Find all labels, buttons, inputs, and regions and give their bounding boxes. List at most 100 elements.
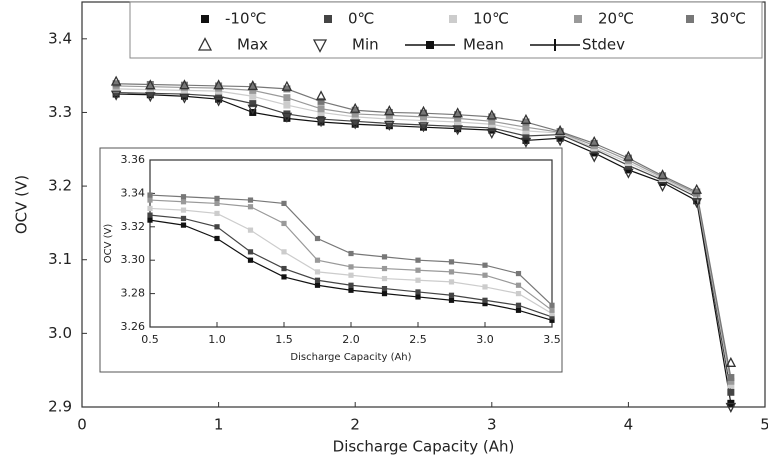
marker xyxy=(201,15,209,23)
marker xyxy=(247,197,254,203)
marker xyxy=(384,120,395,131)
marker xyxy=(147,197,153,203)
legend-item: Max xyxy=(197,36,268,54)
marker xyxy=(693,197,701,205)
marker xyxy=(590,139,598,147)
marker xyxy=(214,210,220,217)
marker xyxy=(448,297,455,303)
marker xyxy=(314,269,321,275)
marker xyxy=(691,198,702,209)
marker xyxy=(349,119,361,130)
marker xyxy=(317,97,325,105)
marker xyxy=(420,113,427,121)
marker xyxy=(281,220,287,227)
legend-square xyxy=(426,41,434,49)
legend-item: 20℃ xyxy=(574,10,634,28)
marker xyxy=(418,122,429,133)
marker xyxy=(381,285,388,292)
legend-item: 30℃ xyxy=(686,10,746,28)
marker xyxy=(454,111,462,119)
marker xyxy=(147,212,153,218)
y-tick-label: 3.28 xyxy=(121,287,146,300)
legend-item: Mean xyxy=(405,36,504,54)
legend-box xyxy=(129,1,763,59)
marker xyxy=(385,120,393,127)
marker xyxy=(214,200,220,207)
marker xyxy=(197,37,213,51)
legend-item: Min xyxy=(312,36,379,54)
y-tick-label: 3.30 xyxy=(121,253,146,266)
marker xyxy=(317,115,325,123)
marker xyxy=(283,85,291,93)
y-axis-title: OCV (V) xyxy=(103,224,114,264)
marker xyxy=(110,75,122,86)
marker xyxy=(247,104,259,115)
marker xyxy=(351,106,359,114)
marker xyxy=(215,82,223,90)
x-tick-label: 3.0 xyxy=(476,333,494,346)
marker xyxy=(520,137,532,148)
marker xyxy=(314,277,321,283)
marker xyxy=(351,117,359,125)
marker xyxy=(515,291,522,297)
marker xyxy=(112,80,120,88)
x-tick-label: 2.5 xyxy=(409,333,427,346)
marker xyxy=(449,15,457,23)
marker xyxy=(348,272,354,278)
marker xyxy=(420,117,427,125)
legend-item: -10℃ xyxy=(201,10,266,28)
marker xyxy=(482,284,488,290)
marker xyxy=(247,204,254,210)
marker xyxy=(312,39,328,53)
y-tick-label: 3.4 xyxy=(48,29,72,47)
marker xyxy=(180,194,187,200)
marker xyxy=(488,113,496,121)
marker xyxy=(588,152,600,163)
marker xyxy=(522,127,530,135)
marker xyxy=(624,154,632,162)
marker xyxy=(147,192,153,198)
x-tick-label: 5 xyxy=(760,416,768,434)
marker xyxy=(348,287,354,293)
marker xyxy=(693,188,701,196)
marker xyxy=(554,124,566,136)
marker xyxy=(247,257,254,263)
x-tick-label: 1.0 xyxy=(208,333,226,346)
marker xyxy=(623,168,634,179)
y-axis-title: OCV (V) xyxy=(13,175,31,234)
marker xyxy=(549,307,555,313)
marker xyxy=(686,15,694,23)
marker xyxy=(147,205,153,212)
marker xyxy=(281,249,287,255)
marker xyxy=(418,105,429,116)
marker xyxy=(415,289,421,295)
marker xyxy=(348,282,354,288)
marker xyxy=(315,117,327,128)
marker xyxy=(247,79,259,91)
marker xyxy=(448,269,455,275)
marker xyxy=(415,257,421,263)
marker xyxy=(317,105,325,113)
marker xyxy=(691,183,702,194)
marker xyxy=(522,118,530,126)
marker xyxy=(348,264,354,270)
marker xyxy=(384,105,395,116)
legend-label: Min xyxy=(352,36,379,54)
marker xyxy=(314,257,321,263)
marker xyxy=(486,128,498,140)
marker xyxy=(180,81,188,89)
x-tick-label: 2.0 xyxy=(342,333,360,346)
marker xyxy=(283,94,291,102)
marker xyxy=(146,80,154,88)
marker xyxy=(554,136,566,147)
marker xyxy=(448,279,455,285)
marker xyxy=(486,109,498,120)
marker xyxy=(515,302,522,308)
marker xyxy=(315,90,327,101)
legend-label: 10℃ xyxy=(473,10,509,28)
marker xyxy=(249,83,257,91)
y-tick-label: 3.36 xyxy=(121,153,146,166)
inset-background xyxy=(99,147,563,373)
marker xyxy=(215,92,223,100)
